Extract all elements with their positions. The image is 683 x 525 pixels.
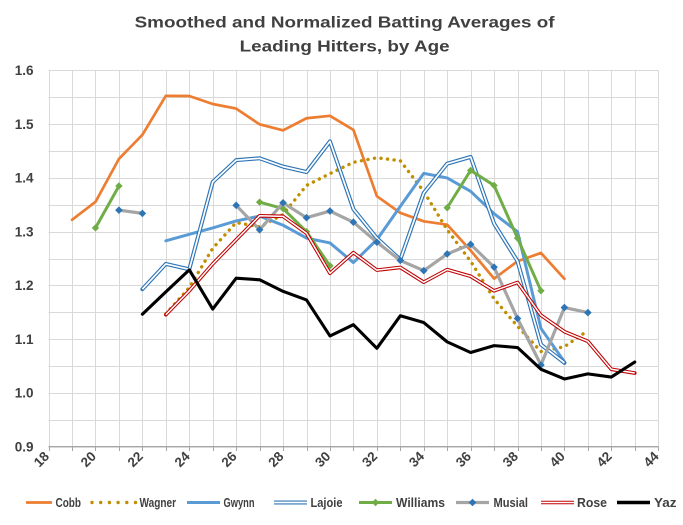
svg-text:1.0: 1.0: [15, 386, 34, 401]
svg-text:1.3: 1.3: [15, 225, 34, 240]
svg-text:Leading Hitters, by Age: Leading Hitters, by Age: [240, 39, 450, 56]
svg-text:Wagner: Wagner: [140, 496, 177, 510]
svg-text:1.4: 1.4: [15, 171, 34, 186]
svg-text:Gwynn: Gwynn: [224, 496, 255, 510]
svg-text:Lajoie: Lajoie: [311, 496, 343, 510]
svg-text:Cobb: Cobb: [56, 496, 82, 510]
svg-text:1.5: 1.5: [15, 117, 34, 132]
svg-text:1.1: 1.1: [15, 332, 34, 347]
svg-text:Yaz: Yaz: [654, 496, 677, 510]
svg-text:Rose: Rose: [577, 496, 607, 510]
svg-text:Smoothed and Normalized Battin: Smoothed and Normalized Batting Averages…: [135, 15, 556, 32]
svg-text:1.6: 1.6: [15, 63, 34, 78]
svg-text:Williams: Williams: [396, 496, 445, 510]
svg-text:0.9: 0.9: [15, 440, 34, 455]
svg-text:Musial: Musial: [494, 496, 529, 510]
svg-text:1.2: 1.2: [15, 278, 34, 293]
